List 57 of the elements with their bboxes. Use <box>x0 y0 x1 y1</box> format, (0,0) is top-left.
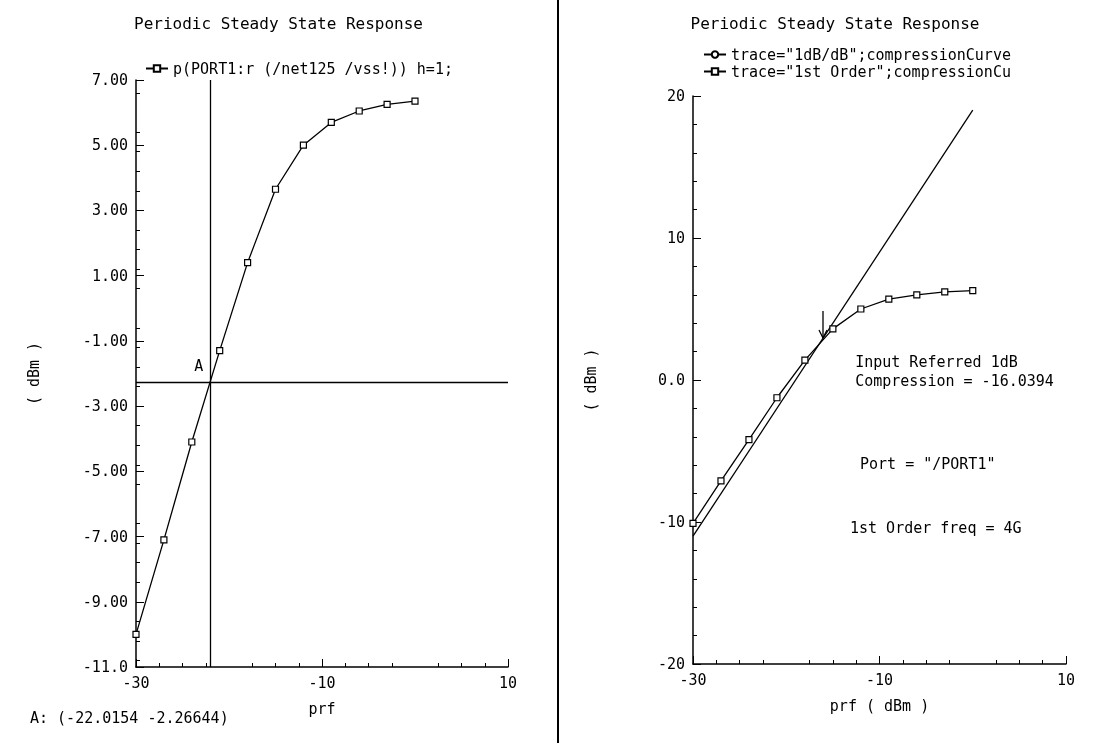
point <box>913 291 921 299</box>
x-axis-title: prf ( dBm ) <box>829 696 930 715</box>
point <box>969 286 977 295</box>
annotation: A <box>194 356 204 375</box>
y-tick-label: 3.00 <box>91 201 128 220</box>
y-axis-title: ( dBm ) <box>24 341 43 406</box>
point <box>745 436 753 444</box>
point <box>160 536 168 544</box>
chart-title: Periodic Steady State Response <box>690 13 980 33</box>
x-tick-label: 10 <box>498 673 518 692</box>
y-tick-label: 7.00 <box>91 71 128 89</box>
x-tick-label: -30 <box>122 673 150 692</box>
point <box>885 295 893 303</box>
point <box>299 141 307 149</box>
x-tick-label: -10 <box>308 673 336 692</box>
y-tick-label: -11.0 <box>82 658 128 676</box>
point <box>801 356 809 364</box>
legend-label: p(PORT1:r (/net125 /vss!)) h=1; <box>173 59 453 78</box>
y-tick-label: 1.00 <box>91 266 128 285</box>
y-tick-label: -10 <box>657 513 685 531</box>
y-tick-label: -9.00 <box>82 592 128 611</box>
y-axis-title: ( dBm ) <box>581 348 600 412</box>
y-tick-label: -7.00 <box>82 527 128 546</box>
point <box>383 100 391 109</box>
point <box>857 305 865 313</box>
chart-title: Periodic Steady State Response <box>134 13 423 33</box>
x-tick-label: -10 <box>865 670 894 689</box>
y-tick-label: 0.0 <box>657 371 685 389</box>
point <box>411 97 419 105</box>
point <box>355 107 363 115</box>
annotation: Input Referred 1dB Compression = -16.0394 <box>855 353 1054 391</box>
point <box>271 185 280 193</box>
point <box>689 519 697 528</box>
y-tick-label: -3.00 <box>82 397 128 416</box>
point <box>244 259 252 267</box>
legend-label: trace="1dB/dB";compressionCurve <box>731 45 1011 64</box>
legend-label: trace="1st Order";compressionCu <box>731 62 1011 81</box>
annotation: Port = "/PORT1" <box>860 454 996 473</box>
y-tick-label: -20 <box>657 655 685 673</box>
x-axis-title: prf <box>308 699 336 718</box>
y-tick-label: 5.00 <box>91 136 128 155</box>
annotation: 1st Order freq = 4G <box>850 518 1022 537</box>
x-tick-label: 10 <box>1056 670 1076 689</box>
text: A: (-22.0154 -2.26644) <box>30 708 229 727</box>
point <box>773 394 781 402</box>
y-tick-label: 20 <box>666 87 685 105</box>
y-tick-label: -5.00 <box>82 462 128 481</box>
point <box>216 347 224 355</box>
point <box>717 477 725 485</box>
point <box>327 118 335 126</box>
point <box>829 325 837 333</box>
y-tick-label: -1.00 <box>82 331 128 350</box>
y-tick-label: 10 <box>666 229 685 247</box>
point <box>188 438 196 446</box>
point <box>132 630 140 638</box>
point <box>941 288 949 296</box>
x-tick-label: -30 <box>679 670 707 689</box>
